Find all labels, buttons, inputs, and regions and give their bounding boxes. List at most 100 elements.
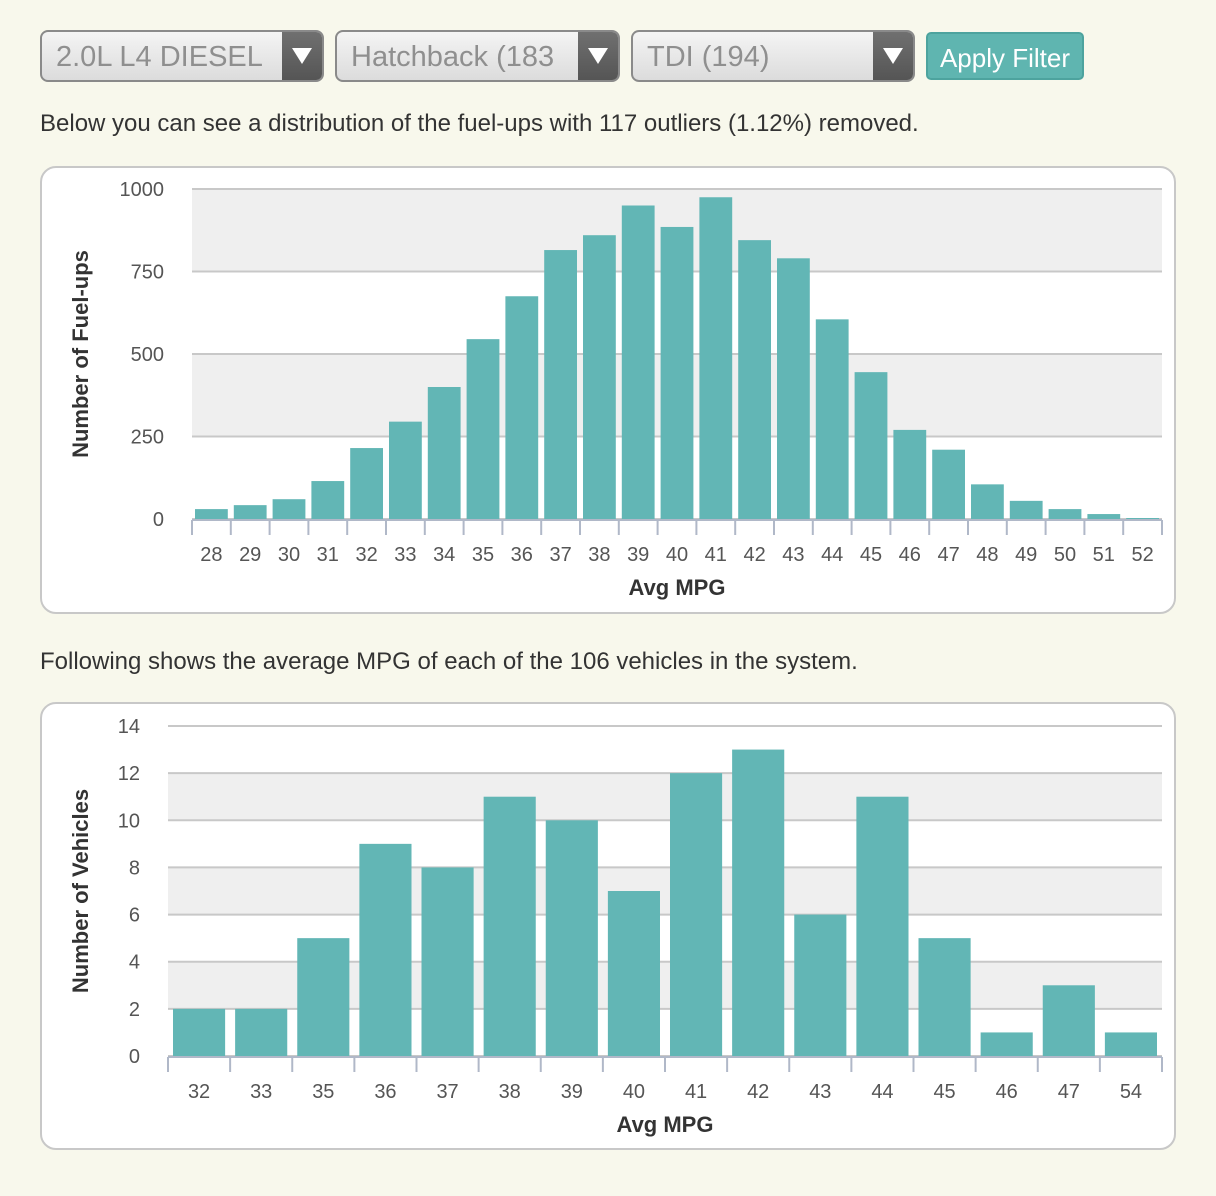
y-tick-label: 2	[129, 999, 140, 1021]
x-tick-label: 41	[705, 544, 727, 566]
bar	[893, 429, 927, 519]
vehicles-chart-panel: 0 2 4 6 8 10 12 14 32 33 35 36 37 38 39 40 41 42 43 44 45 46 4…	[40, 702, 1176, 1150]
y-tick-label: 14	[118, 716, 140, 738]
x-tick-label: 46	[996, 1081, 1018, 1103]
x-tick-label: 39	[561, 1081, 583, 1103]
x-tick-label: 33	[394, 544, 416, 566]
y-tick-label: 0	[129, 1046, 140, 1068]
bar	[1087, 514, 1121, 519]
x-tick-label: 38	[588, 544, 610, 566]
engine-select[interactable]: 2.0L L4 DIESEL	[40, 30, 324, 82]
x-tick-label: 36	[511, 544, 533, 566]
x-tick-label: 31	[317, 544, 339, 566]
x-tick-label: 36	[374, 1081, 396, 1103]
bar	[427, 387, 461, 519]
bar	[466, 339, 500, 519]
x-tick-label: 43	[782, 544, 804, 566]
y-axis-title: Number of Vehicles	[68, 789, 93, 993]
grid-band	[168, 867, 1162, 915]
y-tick-label: 10	[118, 810, 140, 832]
x-tick-label: 43	[809, 1081, 831, 1103]
body-select[interactable]: Hatchback (183	[335, 30, 620, 82]
bar	[483, 796, 536, 1056]
fuelups-chart-panel: 0 250 500 750 1000 28 29 30 31 32 33 34 35 36 37 38 39 40…	[40, 166, 1176, 614]
x-tick-label: 38	[499, 1081, 521, 1103]
bar	[621, 205, 655, 519]
y-tick-label: 8	[129, 857, 140, 879]
x-tick-label: 30	[278, 544, 300, 566]
bar	[1042, 985, 1095, 1056]
x-axis-title: Avg MPG	[617, 1112, 714, 1137]
vehicles-description: Following shows the average MPG of each …	[40, 648, 858, 675]
x-tick-label: 50	[1054, 544, 1076, 566]
bar	[545, 820, 598, 1056]
x-tick-label: 45	[860, 544, 882, 566]
x-tick-label: 47	[1058, 1081, 1080, 1103]
x-tick-label: 34	[433, 544, 455, 566]
x-tick-label: 39	[627, 544, 649, 566]
fuelups-description: Below you can see a distribution of the …	[40, 110, 919, 137]
bar	[699, 197, 733, 519]
bar	[1009, 500, 1043, 519]
x-tick-label: 42	[747, 1081, 769, 1103]
y-tick-label: 500	[131, 344, 164, 366]
chevron-down-icon	[873, 32, 913, 80]
bar	[1104, 1032, 1157, 1056]
x-tick-label: 45	[933, 1081, 955, 1103]
x-tick-label: 29	[239, 544, 261, 566]
x-tick-label: 46	[899, 544, 921, 566]
x-tick-label: 32	[188, 1081, 210, 1103]
y-tick-label: 750	[131, 262, 164, 284]
bar	[272, 499, 306, 519]
y-tick-label: 0	[153, 509, 164, 531]
bar	[980, 1032, 1033, 1056]
x-tick-label: 44	[821, 544, 843, 566]
bar	[971, 484, 1004, 519]
apply-filter-button[interactable]: Apply Filter	[926, 32, 1084, 80]
bar	[505, 296, 539, 519]
bar	[794, 914, 847, 1056]
x-tick-label: 33	[250, 1081, 272, 1103]
bar	[660, 226, 694, 519]
bar	[932, 449, 965, 519]
x-tick-label: 47	[937, 544, 959, 566]
trim-select[interactable]: TDI (194)	[631, 30, 915, 82]
bar	[856, 796, 909, 1056]
x-tick-label: 35	[472, 544, 494, 566]
bar	[233, 505, 267, 519]
body-select-value: Hatchback (183	[351, 41, 555, 73]
x-tick-label: 37	[436, 1081, 458, 1103]
x-tick-label: 28	[200, 544, 222, 566]
fuelups-histogram: 0 250 500 750 1000 28 29 30 31 32 33 34 35 36 37 38 39 40…	[68, 179, 1163, 600]
x-tick-label: 49	[1015, 544, 1037, 566]
bar	[607, 891, 660, 1056]
y-axis-title: Number of Fuel-ups	[68, 250, 93, 458]
bar	[815, 319, 849, 519]
bar	[670, 773, 723, 1056]
bar	[235, 1008, 288, 1056]
bar	[350, 448, 383, 519]
x-tick-label: 37	[549, 544, 571, 566]
bar	[297, 938, 350, 1056]
trim-select-value: TDI (194)	[647, 41, 770, 73]
y-tick-label: 6	[129, 905, 140, 927]
x-tick-label: 54	[1120, 1081, 1142, 1103]
x-axis-title: Avg MPG	[629, 575, 726, 600]
chevron-down-icon	[578, 32, 618, 80]
bar	[918, 938, 971, 1056]
bar	[732, 749, 785, 1056]
y-tick-label: 1000	[120, 179, 165, 201]
x-tick-label: 44	[871, 1081, 893, 1103]
x-tick-label: 48	[976, 544, 998, 566]
x-tick-label: 32	[355, 544, 377, 566]
bar	[1048, 509, 1082, 519]
y-tick-label: 250	[131, 427, 164, 449]
x-tick-label: 41	[685, 1081, 707, 1103]
bar	[389, 421, 422, 519]
bar	[421, 867, 474, 1056]
bar	[583, 235, 616, 519]
bar	[1126, 518, 1159, 520]
x-tick-label: 40	[666, 544, 688, 566]
bar	[195, 509, 228, 519]
engine-select-value: 2.0L L4 DIESEL	[56, 41, 263, 73]
